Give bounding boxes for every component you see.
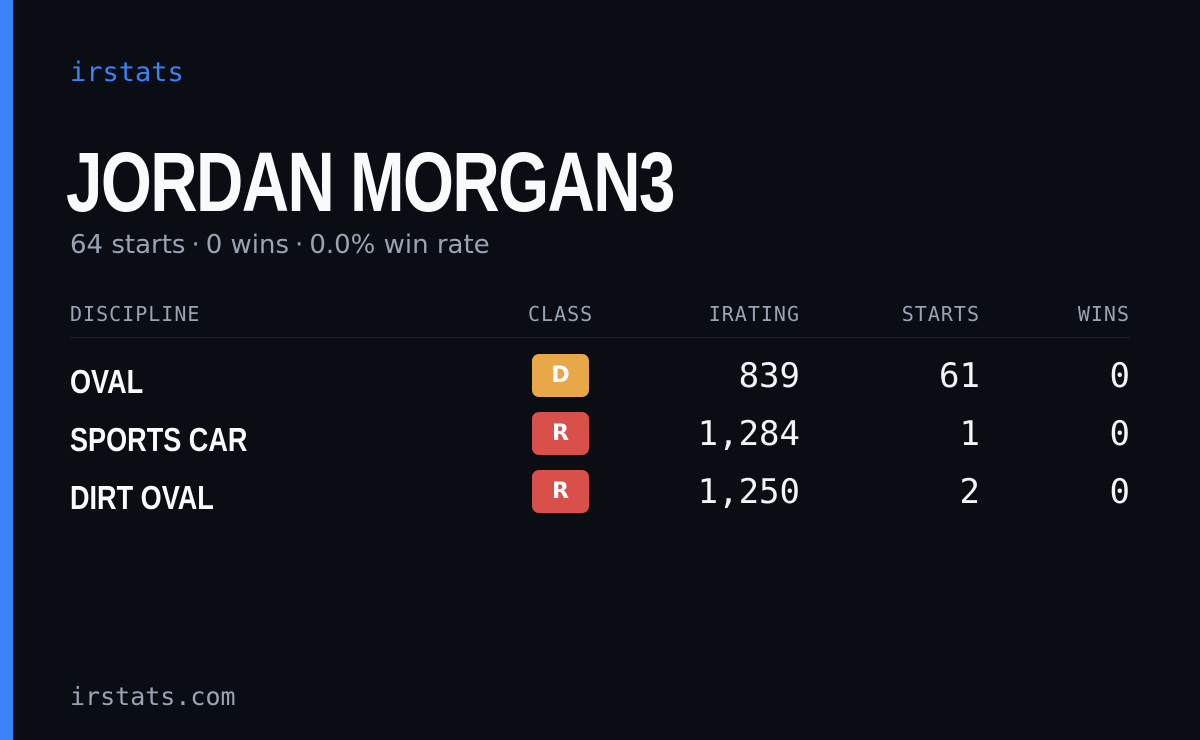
starts-value: 2 <box>959 472 980 512</box>
class-badge: R <box>532 412 589 455</box>
starts-value: 61 <box>939 356 980 396</box>
table-row: SPORTS CAR R 1,284 1 0 <box>70 396 1130 458</box>
summary-wins: 0 wins <box>205 230 290 260</box>
wins-value: 0 <box>1109 414 1130 454</box>
summary-starts: 64 starts <box>70 230 186 260</box>
header-class: CLASS <box>528 302 594 326</box>
discipline-name: SPORTS CAR <box>70 421 248 458</box>
player-summary: 64 starts · 0 wins · 0.0% win rate <box>70 228 490 262</box>
discipline-table: DISCIPLINE CLASS IRATING STARTS WINS OVA… <box>70 298 1130 516</box>
footer-site-url: irstats.com <box>70 682 236 711</box>
summary-win-rate: 0.0% win rate <box>309 230 490 260</box>
header-irating: IRATING <box>708 302 800 326</box>
table-row: DIRT OVAL R 1,250 2 0 <box>70 454 1130 516</box>
wins-value: 0 <box>1109 356 1130 396</box>
table-row: OVAL D 839 61 0 <box>70 338 1130 400</box>
class-badge: D <box>532 354 589 397</box>
irating-value: 1,250 <box>697 472 800 512</box>
table-header: DISCIPLINE CLASS IRATING STARTS WINS <box>70 298 1130 338</box>
player-name: JORDAN MORGAN3 <box>66 135 675 229</box>
header-discipline: DISCIPLINE <box>70 302 201 326</box>
discipline-name: OVAL <box>70 363 144 400</box>
irating-value: 839 <box>738 356 800 396</box>
starts-value: 1 <box>959 414 980 454</box>
wins-value: 0 <box>1109 472 1130 512</box>
irating-value: 1,284 <box>697 414 800 454</box>
summary-separator: · <box>191 230 200 260</box>
discipline-name: DIRT OVAL <box>70 479 214 516</box>
accent-bar <box>0 0 13 740</box>
summary-separator: · <box>295 230 304 260</box>
brand-logo: irstats <box>70 57 184 88</box>
class-badge: R <box>532 470 589 513</box>
header-starts: STARTS <box>901 302 980 326</box>
header-wins: WINS <box>1077 302 1130 326</box>
